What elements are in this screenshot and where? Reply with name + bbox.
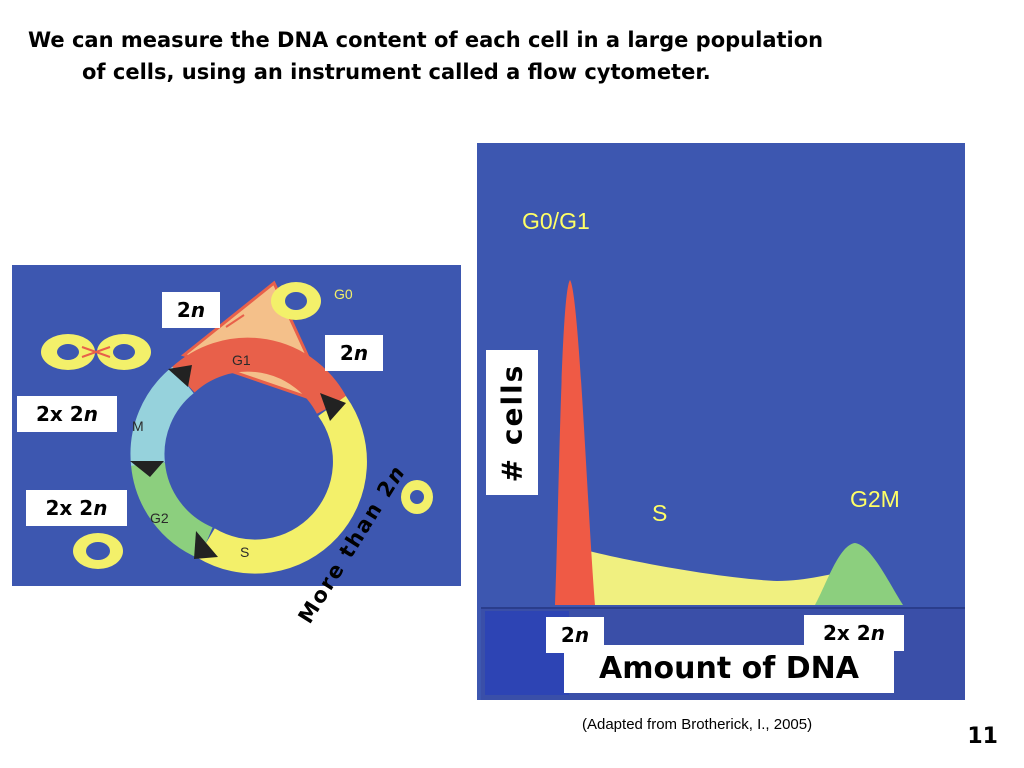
s-cell-icon	[401, 480, 433, 514]
cell-cycle-diagram: G1 S G2 M G0	[41, 280, 433, 574]
slide-title: We can measure the DNA content of each c…	[28, 24, 988, 88]
m-arc	[130, 366, 195, 466]
g1-ploidy-label: 2n	[325, 335, 383, 371]
g0-ploidy-label: 2n	[162, 292, 220, 328]
page-number: 11	[967, 724, 998, 749]
dividing-cell-icon	[41, 334, 151, 370]
s-phase-area	[589, 551, 852, 605]
m-label: M	[132, 418, 144, 434]
g0g1-peak	[555, 280, 595, 605]
g2-ploidy-label: 2x 2n	[26, 490, 127, 526]
source-credit: (Adapted from Brotherick, I., 2005)	[582, 716, 813, 733]
x-axis-label: Amount of DNA	[564, 645, 894, 693]
s-phase-label: S	[652, 500, 668, 526]
g2-cell-icon	[73, 533, 123, 569]
dna-histogram-panel	[477, 143, 965, 700]
g2-m-arrow	[130, 461, 164, 477]
s-label: S	[240, 544, 249, 560]
y-axis-label: # cells	[486, 350, 538, 495]
g1-s-arrow	[320, 393, 346, 421]
m-g1-arrow	[168, 365, 192, 387]
g0g1-peak-label: G0/G1	[522, 208, 590, 234]
s-arc	[197, 396, 367, 574]
title-line-2: of cells, using an instrument called a f…	[82, 60, 711, 84]
g2m-peak-label: G2M	[850, 486, 900, 512]
g2m-peak	[815, 543, 903, 605]
s-g2-arrow	[194, 531, 218, 559]
g2-arc	[131, 461, 214, 559]
g2-label: G2	[150, 510, 169, 526]
title-line-1: We can measure the DNA content of each c…	[28, 28, 824, 52]
g1-arc	[171, 337, 348, 415]
g0-arrow	[225, 314, 245, 328]
g0-label: G0	[334, 286, 353, 302]
g1-label: G1	[232, 352, 251, 368]
g0-cell-icon	[271, 282, 321, 320]
m-ploidy-label: 2x 2n	[17, 396, 117, 432]
